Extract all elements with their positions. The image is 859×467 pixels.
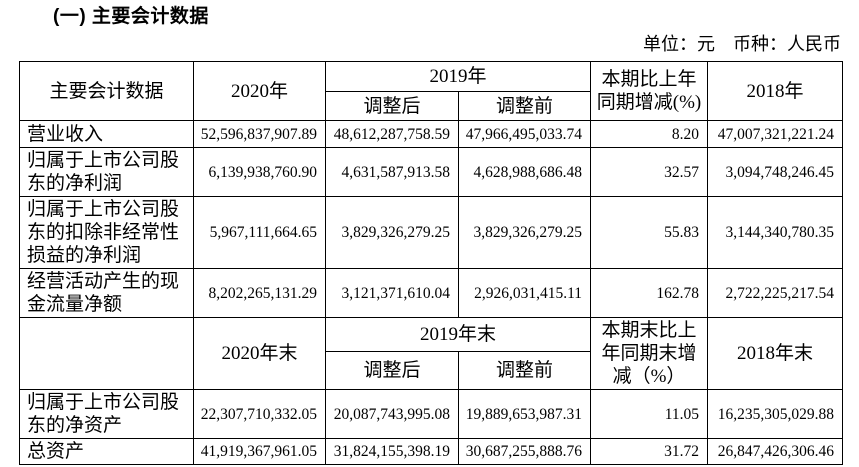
value-2019-adjusted: 48,612,287,758.59 xyxy=(325,120,459,148)
value-2020: 52,596,837,907.89 xyxy=(193,120,326,148)
value-2019-end-adjusted: 20,087,743,995.08 xyxy=(325,389,459,439)
value-2020: 6,139,938,760.90 xyxy=(193,147,326,197)
table2-header-empty-cell xyxy=(19,317,194,390)
value-2019-end-adjusted: 31,824,155,398.19 xyxy=(325,438,459,465)
value-2018: 47,007,321,221.24 xyxy=(707,120,844,148)
table2-header-period-end-change: 本期末比上年同期末增减（%） xyxy=(590,317,709,390)
table2-header-2018-end: 2018年末 xyxy=(707,317,844,390)
value-2020-end: 22,307,710,332.05 xyxy=(193,389,326,439)
table-row-net-profit-excl-nonrecurring: 归属于上市公司股东的扣除非经常性损益的净利润 5,967,111,664.65 … xyxy=(19,196,844,269)
value-2019-pre-adjust: 4,628,988,686.48 xyxy=(457,147,592,197)
accounting-data-table: 主要会计数据 2020年 2019年 本期比上年同期增减(%) 2018年 调整… xyxy=(19,61,844,465)
table-row-total-assets: 总资产 41,919,367,961.05 31,824,155,398.19 … xyxy=(19,438,844,465)
unit-note: 单位：元 币种：人民币 xyxy=(643,34,841,54)
value-yoy-pct: 162.78 xyxy=(590,268,709,318)
table2-header-pre-adjust: 调整前 xyxy=(457,351,592,390)
value-yoy-pct: 8.20 xyxy=(590,120,709,148)
table2-header-2019-end-group: 2019年末 xyxy=(324,316,592,353)
row-label: 总资产 xyxy=(19,438,194,465)
value-2019-adjusted: 3,829,326,279.25 xyxy=(325,196,459,269)
value-2020: 8,202,265,131.29 xyxy=(193,268,326,318)
value-2018: 2,722,225,217.54 xyxy=(707,268,844,318)
row-label: 归属于上市公司股东的净利润 xyxy=(19,147,194,197)
value-2019-end-pre-adjust: 30,687,255,888.76 xyxy=(457,438,592,465)
row-label: 归属于上市公司股东的扣除非经常性损益的净利润 xyxy=(19,196,194,269)
value-2018: 3,094,748,246.45 xyxy=(707,147,844,197)
table2-header-2020-end: 2020年末 xyxy=(193,317,326,390)
row-label: 归属于上市公司股东的净资产 xyxy=(19,389,194,439)
table-row-operating-cash-flow: 经营活动产生的现金流量净额 8,202,265,131.29 3,121,371… xyxy=(19,268,844,318)
value-2020-end: 41,919,367,961.05 xyxy=(193,438,326,465)
table1-header-adjusted: 调整后 xyxy=(325,91,459,121)
table-row-net-assets: 归属于上市公司股东的净资产 22,307,710,332.05 20,087,7… xyxy=(19,389,844,439)
table1-header-2018: 2018年 xyxy=(707,61,844,121)
row-label: 营业收入 xyxy=(19,120,194,148)
table1-header-row-top: 主要会计数据 2020年 2019年 本期比上年同期增减(%) 2018年 xyxy=(19,61,844,121)
value-2018-end: 26,847,426,306.46 xyxy=(707,438,844,465)
value-period-end-pct: 11.05 xyxy=(590,389,709,439)
table2-header-adjusted: 调整后 xyxy=(325,351,459,390)
value-2019-pre-adjust: 2,926,031,415.11 xyxy=(457,268,592,318)
value-2018: 3,144,340,780.35 xyxy=(707,196,844,269)
table1-header-2020: 2020年 xyxy=(193,61,326,121)
table2-header-row-sub: 调整后 调整前 xyxy=(20,351,843,390)
value-yoy-pct: 32.57 xyxy=(590,147,709,197)
table1-header-pre-adjust: 调整前 xyxy=(457,91,592,121)
value-2019-pre-adjust: 47,966,495,033.74 xyxy=(457,120,592,148)
value-2019-end-pre-adjust: 19,889,653,987.31 xyxy=(457,389,592,439)
table-row-net-profit: 归属于上市公司股东的净利润 6,139,938,760.90 4,631,587… xyxy=(19,147,844,197)
table1-header-row-sub: 调整后 调整前 xyxy=(20,91,843,121)
table2-header-row-top: 2020年末 2019年末 本期末比上年同期末增减（%） 2018年末 xyxy=(19,316,844,390)
value-2019-pre-adjust: 3,829,326,279.25 xyxy=(457,196,592,269)
table1-header-main-label: 主要会计数据 xyxy=(19,61,194,121)
value-yoy-pct: 55.83 xyxy=(590,196,709,269)
value-2019-adjusted: 3,121,371,610.04 xyxy=(325,268,459,318)
value-2019-adjusted: 4,631,587,913.58 xyxy=(325,147,459,197)
value-2020: 5,967,111,664.65 xyxy=(193,196,326,269)
value-period-end-pct: 31.72 xyxy=(590,438,709,465)
table1-header-2019-group: 2019年 xyxy=(324,61,592,92)
value-2018-end: 16,235,305,029.88 xyxy=(707,389,844,439)
table-row-revenue: 营业收入 52,596,837,907.89 48,612,287,758.59… xyxy=(19,120,844,148)
table1-header-yoy-change: 本期比上年同期增减(%) xyxy=(590,61,709,121)
row-label: 经营活动产生的现金流量净额 xyxy=(19,268,194,318)
section-title: (一) 主要会计数据 xyxy=(53,6,209,27)
